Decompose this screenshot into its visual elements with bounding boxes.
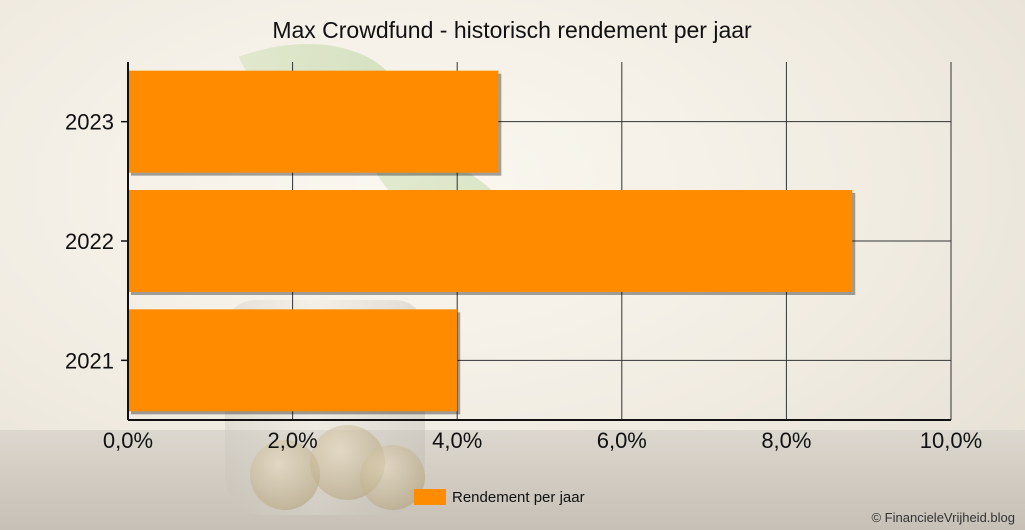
x-tick-label: 6,0%: [597, 428, 647, 453]
y-tick-label: 2023: [65, 110, 114, 135]
legend-label: Rendement per jaar: [452, 489, 585, 506]
y-tick-label: 2022: [65, 229, 114, 254]
x-tick-label: 0,0%: [103, 428, 153, 453]
background-floor: [0, 430, 1025, 530]
copyright-text: © FinancieleVrijheid.blog: [871, 510, 1015, 525]
y-tick-label: 2021: [65, 348, 114, 373]
chart-title: Max Crowdfund - historisch rendement per…: [272, 17, 752, 43]
x-tick-label: 2,0%: [268, 428, 318, 453]
x-tick-labels: 0,0% 2,0% 4,0% 6,0% 8,0% 10,0%: [103, 428, 982, 453]
coin-decoration: [250, 440, 320, 510]
bar-2021: [128, 309, 458, 412]
x-tick-label: 10,0%: [920, 428, 982, 453]
bars: [128, 70, 856, 415]
y-tick-labels: 2021 2022 2023: [65, 110, 114, 374]
x-tick-label: 4,0%: [432, 428, 482, 453]
axes: [121, 62, 951, 421]
bar-2023: [128, 70, 499, 173]
legend-swatch: [414, 489, 446, 505]
bar-2022: [128, 190, 853, 292]
x-tick-label: 8,0%: [761, 428, 811, 453]
legend: Rendement per jaar: [414, 489, 585, 506]
